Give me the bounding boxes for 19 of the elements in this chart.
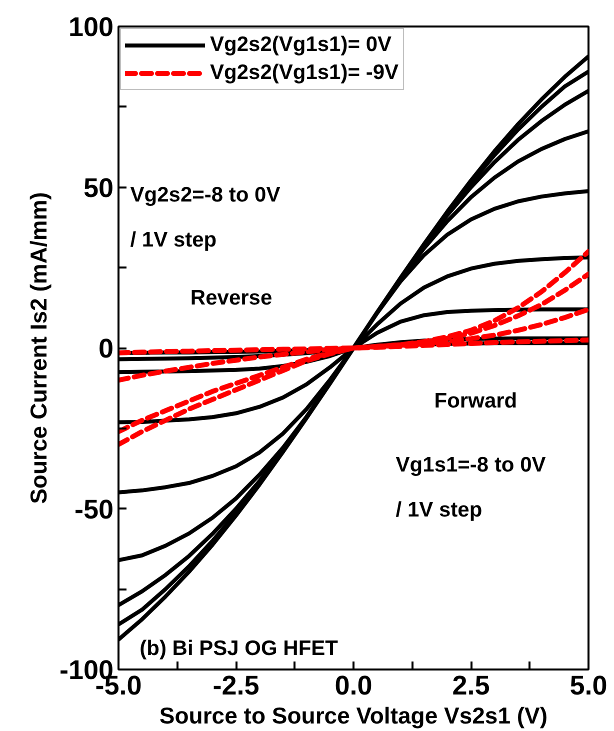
y-tick-label: 50 [83,172,114,203]
annotation: / 1V step [396,498,482,522]
annotation: Vg2s2=-8 to 0V [130,184,280,207]
y-tick-label: 100 [68,12,114,42]
y-axis-title: Source Current Is2 (mA/mm) [25,192,52,504]
annotation: / 1V step [130,228,217,252]
y-tick-label: 0 [98,334,114,364]
legend-label: Vg2s2(Vg1s1)= 0V [210,33,392,57]
x-tick-label: 5.0 [570,670,608,700]
annotation: Forward [434,389,518,412]
annotation: Vg1s1=-8 to 0V [396,454,546,477]
y-tick-label: -50 [74,494,114,524]
annotation: Reverse [190,286,272,310]
x-tick-label: -2.5 [212,670,260,700]
x-tick-label: 2.5 [452,670,490,700]
legend-label: Vg2s2(Vg1s1)= -9V [210,61,399,85]
x-axis-title: Source to Source Voltage Vs2s1 (V) [159,702,548,728]
annotation: (b) Bi PSJ OG HFET [140,636,338,660]
x-tick-label: 0.0 [334,670,372,700]
